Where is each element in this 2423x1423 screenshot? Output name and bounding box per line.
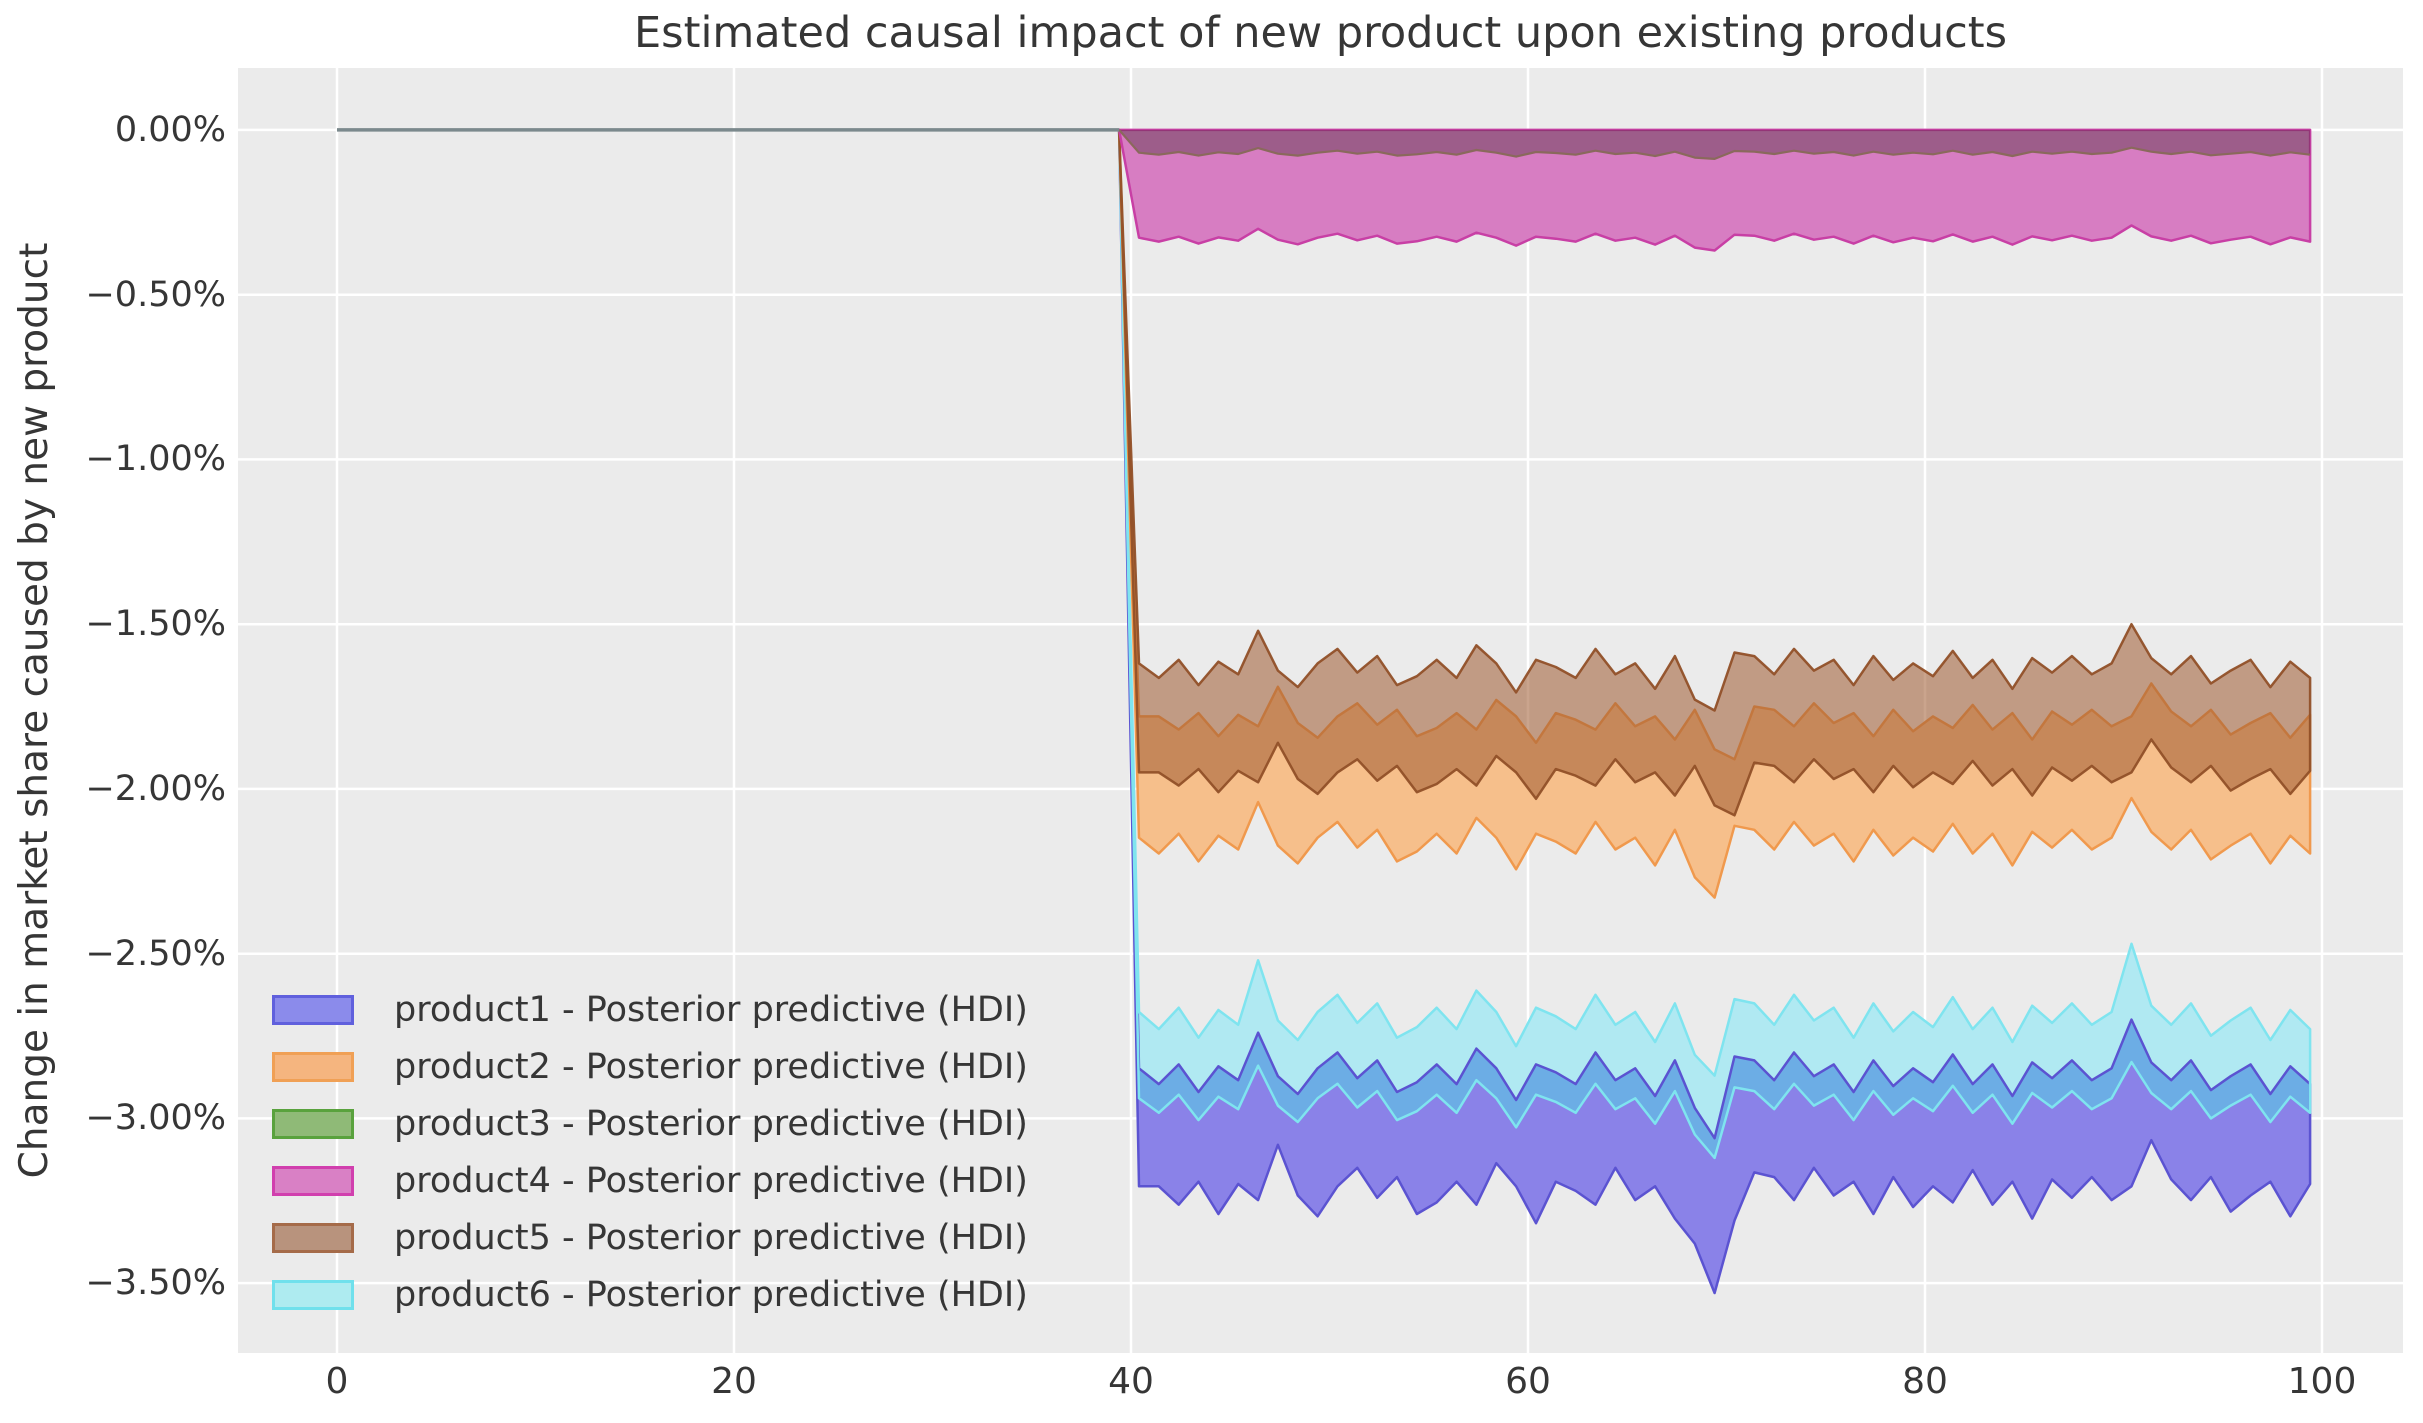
legend-entry-product5: product5 - Posterior predictive (HDI) — [272, 1210, 1028, 1266]
y-tick-label: −2.50% — [85, 933, 226, 974]
x-tick-label: 0 — [325, 1361, 349, 1402]
legend-swatch-product5 — [272, 1223, 354, 1253]
legend-label-product2: product2 - Posterior predictive (HDI) — [394, 1047, 1028, 1087]
legend-label-product5: product5 - Posterior predictive (HDI) — [394, 1218, 1028, 1258]
chart-title: Estimated causal impact of new product u… — [634, 8, 2007, 58]
edge-product3-lower — [1118, 129, 2311, 160]
band-product1-only — [1119, 129, 2311, 1293]
y-tick-label: −3.00% — [85, 1098, 226, 1139]
x-tick-label: 40 — [1108, 1361, 1154, 1402]
y-tick-label: −3.50% — [85, 1263, 226, 1304]
legend-swatch-product4 — [272, 1166, 354, 1196]
y-axis-label: Change in market share caused by new pro… — [12, 242, 57, 1179]
legend-label-product6: product6 - Posterior predictive (HDI) — [394, 1275, 1028, 1315]
edge-product1 — [1117, 128, 2312, 1295]
band-product5 — [1117, 128, 2312, 817]
edge-product6 — [1117, 128, 2312, 1160]
legend-entry-product1: product1 - Posterior predictive (HDI) — [272, 982, 1028, 1038]
x-tick-label: 60 — [1505, 1361, 1551, 1402]
legend-entry-product2: product2 - Posterior predictive (HDI) — [272, 1039, 1028, 1095]
legend-entry-product3: product3 - Posterior predictive (HDI) — [272, 1096, 1028, 1152]
y-tick-label: −2.00% — [85, 768, 226, 809]
y-tick-label: −0.50% — [85, 274, 226, 315]
legend-label-product1: product1 - Posterior predictive (HDI) — [394, 990, 1028, 1030]
band-product3-overlay — [1119, 129, 2311, 159]
legend-swatch-product2 — [272, 1052, 354, 1082]
band-product6-only — [1119, 129, 2311, 1139]
legend-swatch-product3 — [272, 1109, 354, 1139]
legend-swatch-product1 — [272, 995, 354, 1025]
y-tick-label: −1.50% — [85, 604, 226, 645]
y-tick-label: 0.00% — [114, 109, 226, 150]
y-tick-label: −1.00% — [85, 439, 226, 480]
legend-entry-product6: product6 - Posterior predictive (HDI) — [272, 1267, 1028, 1323]
x-tick-label: 80 — [1902, 1361, 1948, 1402]
legend-entry-product4: product4 - Posterior predictive (HDI) — [272, 1153, 1028, 1209]
legend-label-product4: product4 - Posterior predictive (HDI) — [394, 1161, 1028, 1201]
x-tick-label: 100 — [2287, 1361, 2357, 1402]
legend-label-product3: product3 - Posterior predictive (HDI) — [394, 1104, 1028, 1144]
x-tick-label: 20 — [711, 1361, 757, 1402]
band-product4 — [1117, 128, 2312, 252]
legend-swatch-product6 — [272, 1280, 354, 1310]
